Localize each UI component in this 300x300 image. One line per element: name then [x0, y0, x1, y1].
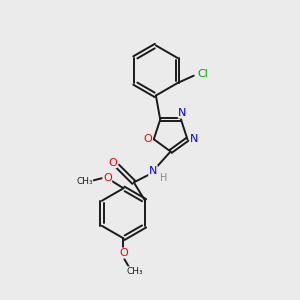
Text: O: O [143, 134, 152, 144]
Text: N: N [149, 166, 157, 176]
Text: O: O [103, 173, 112, 183]
Text: CH₃: CH₃ [76, 177, 93, 186]
Text: Cl: Cl [197, 69, 208, 79]
Text: H: H [160, 173, 167, 183]
Text: CH₃: CH₃ [126, 267, 143, 276]
Text: N: N [178, 108, 187, 118]
Text: O: O [108, 158, 117, 168]
Text: N: N [190, 134, 198, 144]
Text: O: O [119, 248, 128, 258]
